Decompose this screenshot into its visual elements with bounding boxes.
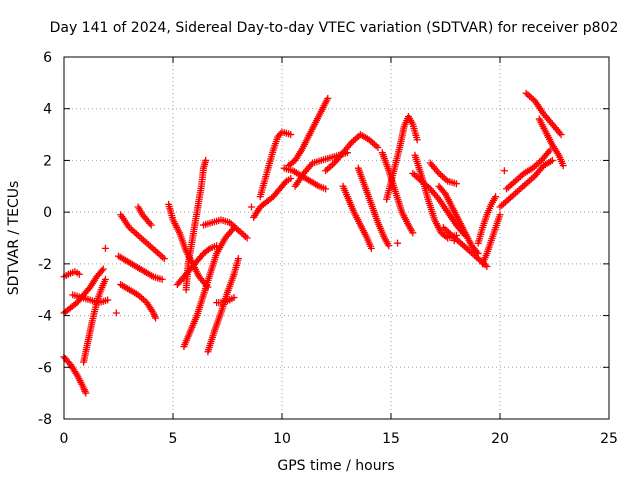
- data-point-marker: [557, 131, 565, 139]
- data-point-marker: [104, 296, 112, 304]
- data-point-marker: [559, 162, 567, 170]
- y-axis-title: SDTVAR / TECUs: [6, 181, 22, 296]
- data-point-marker: [548, 156, 556, 164]
- x-axis-title: GPS time / hours: [277, 458, 394, 474]
- y-tick-label: -6: [38, 360, 52, 376]
- x-tick-label: 5: [169, 431, 178, 447]
- data-point-marker: [147, 221, 155, 229]
- x-tick-label: 0: [60, 431, 69, 447]
- data-point-marker: [324, 94, 332, 102]
- data-point-marker: [322, 185, 330, 193]
- x-tick-label: 20: [491, 431, 509, 447]
- data-point-marker: [204, 246, 212, 254]
- data-point-marker: [409, 229, 417, 237]
- grid-layer: [64, 57, 609, 419]
- data-point-marker: [374, 144, 382, 151]
- y-tick-label: -8: [38, 412, 52, 428]
- data-point-marker: [101, 275, 109, 283]
- y-tick-label: 6: [43, 50, 52, 66]
- data-point-marker: [287, 175, 295, 183]
- data-point-marker: [82, 389, 90, 397]
- outlier-point-marker: [112, 309, 120, 317]
- plot-frame: [63, 56, 610, 420]
- y-tick-label: -2: [38, 257, 52, 273]
- data-point-marker: [243, 234, 251, 242]
- outlier-point-marker: [450, 237, 458, 245]
- data-point-marker: [385, 242, 393, 250]
- data-point-marker: [413, 136, 421, 144]
- x-tick-label: 15: [382, 431, 400, 447]
- data-points-layer: [60, 89, 567, 397]
- data-point-marker: [158, 275, 166, 283]
- outlier-point-marker: [101, 244, 109, 252]
- data-point-marker: [213, 242, 221, 250]
- outlier-point-marker: [247, 203, 255, 211]
- ticks-layer: 0 5 10 15 20 25 -8 -6 -4 -2 0 2 4 6: [38, 50, 618, 447]
- data-point-marker: [452, 180, 460, 188]
- outlier-point-marker: [500, 167, 508, 175]
- data-point-marker: [75, 270, 83, 278]
- data-point-marker: [367, 244, 375, 252]
- y-tick-label: 2: [43, 153, 52, 169]
- y-tick-label: 4: [43, 102, 52, 118]
- data-point-marker: [160, 255, 168, 263]
- data-point-marker: [152, 314, 160, 322]
- x-tick-label: 10: [273, 431, 291, 447]
- data-point-marker: [230, 293, 238, 301]
- x-tick-label: 25: [600, 431, 618, 447]
- outlier-point-marker: [394, 239, 402, 247]
- data-point-marker: [98, 267, 106, 275]
- data-point-marker: [483, 262, 491, 270]
- y-tick-label: 0: [43, 205, 52, 221]
- y-tick-label: -4: [38, 309, 52, 325]
- data-point-marker: [99, 265, 107, 273]
- data-point-marker: [202, 156, 210, 164]
- data-point-marker: [496, 211, 504, 219]
- data-point-marker: [492, 193, 500, 201]
- data-point-marker: [234, 255, 242, 263]
- data-point-marker: [287, 131, 295, 139]
- chart-title: Day 141 of 2024, Sidereal Day-to-day VTE…: [50, 20, 619, 36]
